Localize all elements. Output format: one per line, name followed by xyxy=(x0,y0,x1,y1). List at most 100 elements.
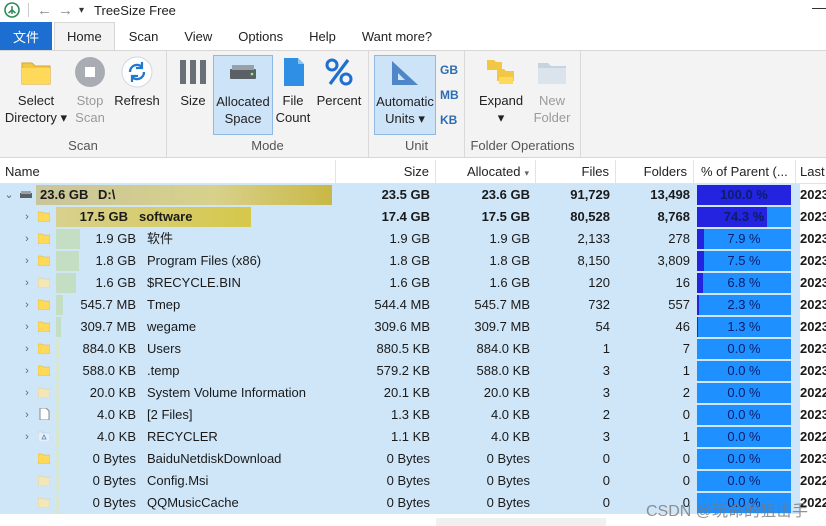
row-name: Program Files (x86) xyxy=(147,253,262,268)
column-header-name[interactable]: Name xyxy=(0,160,336,184)
allocated-space-mode-button[interactable]: Allocated Space xyxy=(213,55,273,135)
mb-unit-button[interactable]: MB xyxy=(440,88,459,102)
file-count-mode-button[interactable]: File Count xyxy=(273,55,313,126)
row-allocated: 588.0 KB xyxy=(476,363,531,378)
tab-view[interactable]: View xyxy=(184,28,213,44)
tab-want-more[interactable]: Want more? xyxy=(361,28,433,44)
percent-label: 0.0 % xyxy=(727,385,761,400)
ribbon-group-mode: Size Allocated Space File Count Percent … xyxy=(167,51,369,157)
kb-unit-button[interactable]: KB xyxy=(440,113,458,127)
column-header-percent-of-parent[interactable]: % of Parent (... xyxy=(694,160,796,184)
row-size-label: 4.0 KB xyxy=(96,407,136,422)
column-header-last[interactable]: Last xyxy=(800,164,825,179)
percent-of-parent-bar: 0.0 % xyxy=(697,339,791,359)
percent-label: 0.0 % xyxy=(727,363,761,378)
row-name: wegame xyxy=(147,319,197,334)
horizontal-scrollbar[interactable] xyxy=(436,518,606,526)
table-row[interactable]: › 4.0 KB RECYCLER 1.1 KB 4.0 KB 3 1 0.0 % 2022 xyxy=(0,426,826,448)
percent-fill xyxy=(697,229,704,249)
table-row[interactable]: › 1.6 GB $RECYCLE.BIN 1.6 GB 1.6 GB 120 16 6.8 … xyxy=(0,272,826,294)
collapse-chevron-icon[interactable]: ⌄ xyxy=(4,189,14,201)
tab-options[interactable]: Options xyxy=(238,28,284,44)
expand-chevron-icon[interactable]: › xyxy=(25,299,29,311)
row-last-modified: 2023 xyxy=(800,294,826,316)
select-directory-button[interactable]: Select Directory ▾ xyxy=(4,55,68,126)
grid-header: Name Size Allocated ▾ Files Folders % of … xyxy=(0,160,826,184)
expand-chevron-icon[interactable]: › xyxy=(25,321,29,333)
quick-access-dropdown-icon[interactable]: ▾ xyxy=(79,4,85,16)
folder-icon xyxy=(38,255,50,266)
table-row[interactable]: › 588.0 KB .temp 579.2 KB 588.0 KB 3 1 0.0 % 202… xyxy=(0,360,826,382)
percent-label: 1.3 % xyxy=(727,319,761,334)
folder-tree-grid: ⌄ 23.6 GB D:\ 23.5 GB 23.6 GB 91,729 13,498 100… xyxy=(0,184,826,514)
gb-unit-button[interactable]: GB xyxy=(440,63,458,77)
table-row[interactable]: › 309.7 MB wegame 309.6 MB 309.7 MB 54 46 1.3 %… xyxy=(0,316,826,338)
row-size-label: 17.5 GB xyxy=(79,209,128,224)
percent-fill xyxy=(697,185,791,205)
row-files: 0 xyxy=(602,451,610,466)
expand-chevron-icon[interactable]: › xyxy=(25,255,29,267)
expand-button[interactable]: Expand ▾ xyxy=(473,55,529,126)
row-allocated: 1.9 GB xyxy=(489,231,530,246)
row-files: 80,528 xyxy=(570,209,610,224)
expand-chevron-icon[interactable]: › xyxy=(25,409,29,421)
table-row[interactable]: 0 Bytes QQMusicCache 0 Bytes 0 Bytes 0 0 0.0 %… xyxy=(0,492,826,514)
row-files: 3 xyxy=(602,429,610,444)
table-row[interactable]: 0 Bytes Config.Msi 0 Bytes 0 Bytes 0 0 0.0 % 20… xyxy=(0,470,826,492)
expand-chevron-icon[interactable]: › xyxy=(25,277,29,289)
expand-chevron-icon[interactable]: › xyxy=(25,431,29,443)
row-folders: 0 xyxy=(682,407,690,422)
table-row[interactable]: ⌄ 23.6 GB D:\ 23.5 GB 23.6 GB 91,729 13,498 100… xyxy=(0,184,826,206)
expand-chevron-icon[interactable]: › xyxy=(25,387,29,399)
table-row[interactable]: › 884.0 KB Users 880.5 KB 884.0 KB 1 7 0.0 % 202… xyxy=(0,338,826,360)
table-row[interactable]: › 1.9 GB 软件 1.9 GB 1.9 GB 2,133 278 7.9 % 2023 xyxy=(0,228,826,250)
row-allocated: 4.0 KB xyxy=(490,429,530,444)
row-name: $RECYCLE.BIN xyxy=(147,275,241,290)
percent-label: 0.0 % xyxy=(727,429,761,444)
table-row[interactable]: 0 Bytes BaiduNetdiskDownload 0 Bytes 0 Byte… xyxy=(0,448,826,470)
expand-chevron-icon[interactable]: › xyxy=(25,365,29,377)
table-row[interactable]: › 17.5 GB software 17.4 GB 17.5 GB 80,528 8,76… xyxy=(0,206,826,228)
expand-chevron-icon[interactable]: › xyxy=(25,343,29,355)
tab-help[interactable]: Help xyxy=(309,28,336,44)
column-header-allocated[interactable]: Allocated ▾ xyxy=(436,160,536,184)
percent-of-parent-bar: 0.0 % xyxy=(697,471,791,491)
percent-of-parent-bar: 0.0 % xyxy=(697,427,791,447)
forward-arrow-icon[interactable]: → xyxy=(58,1,73,19)
window-title: TreeSize Free xyxy=(94,2,176,18)
minimize-icon[interactable] xyxy=(812,8,826,9)
row-allocated: 0 Bytes xyxy=(486,473,530,488)
drive-icon xyxy=(20,191,32,198)
refresh-button[interactable]: Refresh xyxy=(112,55,162,109)
column-header-size[interactable]: Size xyxy=(336,160,436,184)
percent-label: 7.9 % xyxy=(727,231,761,246)
table-row[interactable]: › 20.0 KB System Volume Information 20.1 KB… xyxy=(0,382,826,404)
row-size: 544.4 MB xyxy=(374,297,430,312)
allocated-space-label-1: Allocated xyxy=(216,94,270,109)
size-mode-button[interactable]: Size xyxy=(175,55,211,109)
table-row[interactable]: › 4.0 KB [2 Files] 1.3 KB 4.0 KB 2 0 0.0 % 2023 xyxy=(0,404,826,426)
folder-icon xyxy=(38,299,50,310)
percent-mode-button[interactable]: Percent xyxy=(313,55,365,109)
tab-scan[interactable]: Scan xyxy=(128,28,159,44)
size-bar xyxy=(56,229,80,249)
stop-scan-button[interactable]: Stop Scan xyxy=(68,55,112,126)
row-last-modified: 2022 xyxy=(800,426,826,448)
stop-scan-label-1: Stop xyxy=(76,93,104,108)
stop-scan-label-2: Scan xyxy=(75,110,105,125)
table-row[interactable]: › 545.7 MB Tmep 544.4 MB 545.7 MB 732 557 2.3 %… xyxy=(0,294,826,316)
tab-home[interactable]: Home xyxy=(54,22,115,50)
percent-label: 74.3 % xyxy=(723,209,765,224)
expand-chevron-icon[interactable]: › xyxy=(25,233,29,245)
expand-chevron-icon[interactable]: › xyxy=(25,211,29,223)
column-header-files[interactable]: Files xyxy=(536,160,616,184)
column-header-folders[interactable]: Folders xyxy=(616,160,694,184)
table-row[interactable]: › 1.8 GB Program Files (x86) 1.8 GB 1.8 GB 8,… xyxy=(0,250,826,272)
row-allocated: 23.6 GB xyxy=(481,187,530,202)
new-folder-button[interactable]: New Folder xyxy=(527,55,577,126)
back-arrow-icon[interactable]: ← xyxy=(37,1,52,19)
row-files: 120 xyxy=(588,275,610,290)
automatic-units-button[interactable]: Automatic Units ▾ xyxy=(374,55,436,135)
tab-file[interactable]: 文件 xyxy=(0,22,52,50)
row-size-label: 23.6 GB xyxy=(40,187,89,202)
